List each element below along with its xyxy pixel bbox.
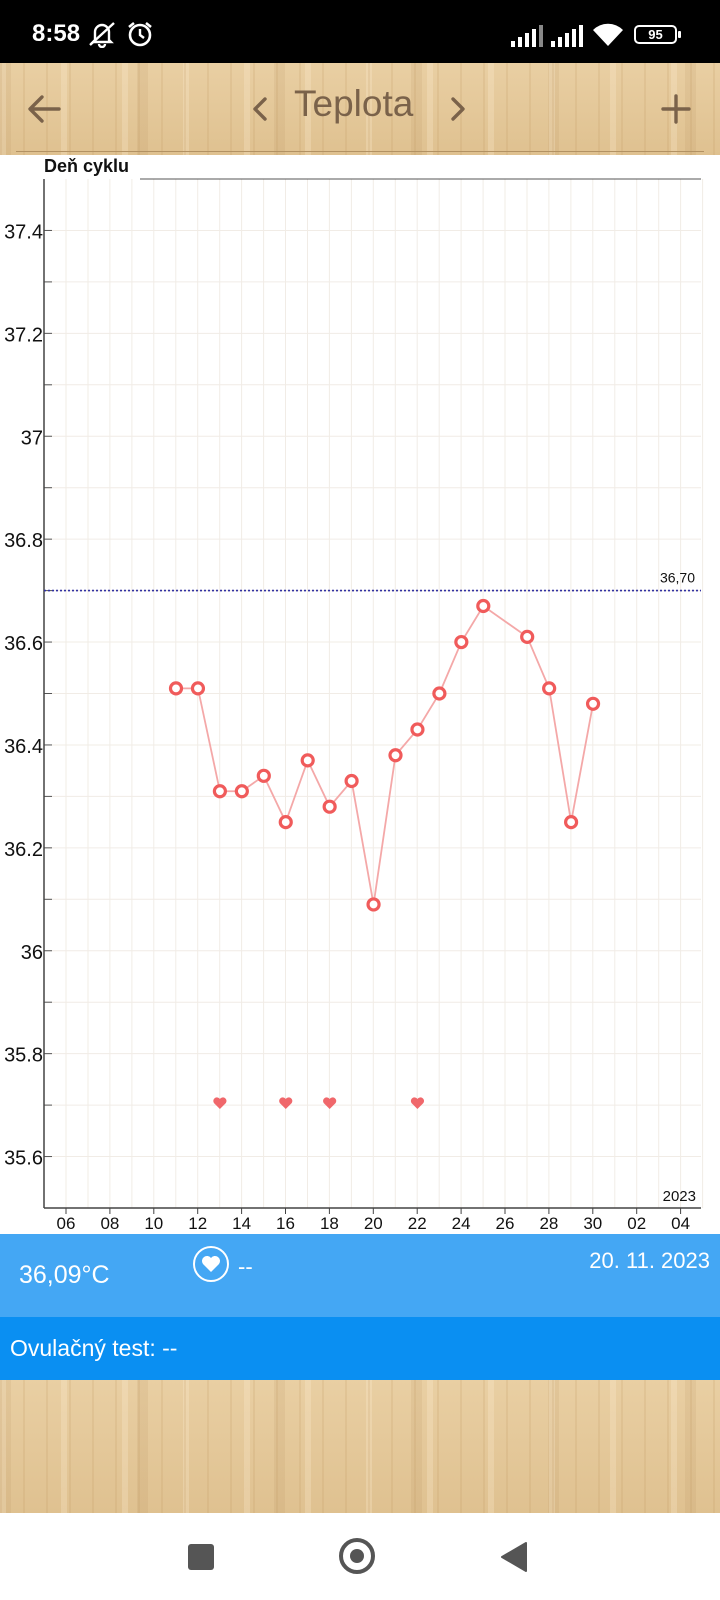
- temperature-point: [256, 768, 271, 783]
- temperature-point: [585, 696, 601, 711]
- y-tick-label: 37.4: [4, 221, 43, 243]
- x-tick-label: 10: [144, 1214, 163, 1233]
- temperature-point: [344, 773, 359, 789]
- recents-button[interactable]: [188, 1544, 214, 1570]
- temperature-point: [278, 815, 293, 830]
- x-tick-label: 18: [320, 1214, 339, 1233]
- intercourse-heart-icon: [279, 1097, 293, 1109]
- chevron-right-icon: [451, 97, 465, 121]
- chart-title: Deň cyklu: [44, 156, 129, 176]
- page-title: Teplota: [294, 83, 414, 124]
- temperature-point: [388, 748, 403, 763]
- battery-icon: 95: [634, 25, 677, 44]
- wifi-icon: [593, 23, 623, 46]
- temperature-point: [168, 681, 184, 696]
- plus-icon: [661, 94, 691, 124]
- x-tick-label: 20: [364, 1214, 383, 1233]
- chart-svg: Deň cyklu 35.6 35.8 36 36.2 36.4 36.6 36.8 37 37.…: [4, 156, 704, 1233]
- x-tick-label: 24: [452, 1214, 471, 1233]
- selected-date: 20. 11. 2023: [589, 1248, 710, 1273]
- temperature-point: [520, 629, 535, 645]
- y-tick-label: 37.2: [4, 324, 43, 346]
- x-tick-label: 30: [583, 1214, 602, 1233]
- app-bar: Teplota: [0, 63, 720, 155]
- temperature-point: [563, 815, 579, 830]
- x-tick-label: 06: [57, 1214, 76, 1233]
- y-tick-label: 36.6: [4, 633, 43, 655]
- ovulation-test-label: Ovulačný test: --: [10, 1335, 178, 1361]
- temperature-point: [432, 686, 447, 701]
- heart-badge: [193, 1246, 229, 1282]
- back-arrow-icon: [28, 95, 61, 123]
- intercourse-heart-icon: [213, 1097, 227, 1109]
- x-tick-label: 04: [671, 1214, 690, 1233]
- temperature-point: [454, 634, 469, 650]
- ovulation-test-bar[interactable]: Ovulačný test: --: [0, 1317, 720, 1380]
- temperature-point: [322, 799, 337, 814]
- notifications-off-icon: [89, 22, 115, 48]
- signal-icon: [551, 25, 583, 47]
- temperature-point: [212, 784, 227, 799]
- x-tick-label: 22: [408, 1214, 427, 1233]
- alarm-icon: [128, 21, 152, 47]
- year-label: 2023: [663, 1188, 696, 1205]
- x-tick-label: 26: [496, 1214, 515, 1233]
- temperature-point: [300, 753, 315, 768]
- battery-tip: [678, 31, 681, 38]
- add-button[interactable]: [650, 83, 702, 135]
- status-time: 8:58: [32, 20, 81, 47]
- y-tick-label: 36.4: [4, 736, 43, 758]
- back-button[interactable]: [18, 83, 70, 135]
- bottom-background: [0, 1380, 720, 1513]
- status-bar: 8:58 95: [0, 0, 720, 63]
- temperature-chart[interactable]: Deň cyklu 35.6 35.8 36 36.2 36.4 36.6 36.8 37 37.…: [0, 155, 720, 1235]
- temperature-point: [234, 784, 249, 799]
- intercourse-heart-icon: [323, 1097, 337, 1109]
- temperature-point: [366, 897, 381, 912]
- temperature-point: [476, 598, 491, 614]
- x-tick-label: 02: [627, 1214, 646, 1233]
- y-tick-label: 36.2: [4, 839, 43, 861]
- temperature-point: [542, 681, 557, 696]
- y-tick-label: 36: [21, 942, 43, 964]
- next-button[interactable]: [438, 87, 478, 131]
- heart-icon: [202, 1256, 220, 1272]
- y-tick-label: 35.8: [4, 1045, 43, 1067]
- chevron-left-icon: [253, 97, 267, 121]
- x-tick-label: 16: [276, 1214, 295, 1233]
- x-tick-label: 12: [188, 1214, 207, 1233]
- reference-line-label: 36,70: [660, 570, 695, 586]
- y-tick-label: 36.8: [4, 530, 43, 552]
- navigation-bar: [0, 1513, 720, 1600]
- temperature-value: 36,09°C: [19, 1261, 110, 1289]
- temperature-point: [190, 681, 206, 696]
- home-button[interactable]: [339, 1538, 375, 1574]
- x-tick-label: 14: [232, 1214, 251, 1233]
- temperature-point: [410, 722, 425, 737]
- info-panel[interactable]: 36,09°C -- 20. 11. 2023: [0, 1234, 720, 1317]
- y-tick-label: 37: [21, 427, 43, 449]
- x-tick-label: 28: [539, 1214, 558, 1233]
- signal-icon: [511, 25, 543, 47]
- y-tick-label: 35.6: [4, 1148, 43, 1170]
- home-icon: [350, 1549, 364, 1563]
- app-bar-divider: [16, 151, 704, 152]
- temperature-line: [176, 604, 594, 905]
- x-tick-label: 08: [100, 1214, 119, 1233]
- battery-level: 95: [648, 27, 663, 42]
- back-nav-button[interactable]: [500, 1541, 528, 1573]
- intercourse-heart-icon: [410, 1097, 425, 1109]
- previous-button[interactable]: [240, 87, 280, 131]
- heart-value: --: [238, 1254, 253, 1279]
